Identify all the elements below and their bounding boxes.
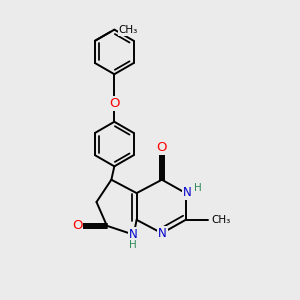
Text: CH₃: CH₃ — [119, 26, 138, 35]
Text: N: N — [183, 186, 191, 199]
Text: CH₃: CH₃ — [211, 215, 230, 225]
Text: O: O — [157, 140, 167, 154]
Text: O: O — [109, 98, 120, 110]
Text: H: H — [194, 183, 202, 193]
Text: O: O — [72, 219, 83, 232]
Text: H: H — [129, 240, 137, 250]
Text: N: N — [158, 227, 167, 240]
Text: N: N — [129, 228, 137, 241]
